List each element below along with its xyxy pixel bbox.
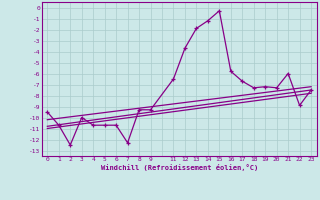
X-axis label: Windchill (Refroidissement éolien,°C): Windchill (Refroidissement éolien,°C) bbox=[100, 164, 258, 171]
